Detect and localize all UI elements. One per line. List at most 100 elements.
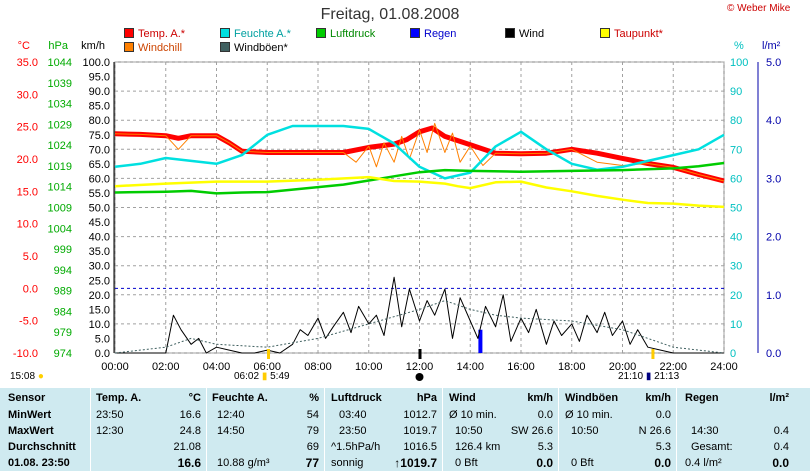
x-tick-label: 14:00 xyxy=(456,361,484,373)
legend-label: Regen xyxy=(424,28,457,40)
legend-label: Windchill xyxy=(138,42,183,54)
rain-max: 0.4 xyxy=(773,425,789,437)
humidity-max-time: 14:50 xyxy=(217,425,245,437)
gust-avg10-label: Ø 10 min. xyxy=(565,409,613,421)
info-sunset: 21:10 ▮ 21:13 xyxy=(618,371,679,382)
x-tick-label: 00:00 xyxy=(101,361,129,373)
wind-tick-label: 55.0 xyxy=(89,188,110,200)
gust-unit: km/h xyxy=(645,392,671,404)
humidity-current: 77 xyxy=(305,456,319,470)
pressure-avg: 1016.5 xyxy=(403,441,437,453)
legend-swatch xyxy=(220,42,230,52)
legend-swatch xyxy=(505,28,515,38)
pressure-tick-label: 1019 xyxy=(48,161,72,173)
wind-max: SW 26.6 xyxy=(510,425,553,437)
col-rain: Regen l/m² 14:30 0.4 Gesamt: 0.4 0.4 l/m… xyxy=(676,388,810,471)
stats-table: Sensor MinWert MaxWert Durchschnitt 01.0… xyxy=(0,388,810,471)
legend-label: Temp. A.* xyxy=(138,28,186,40)
x-tick-label: 22:00 xyxy=(659,361,687,373)
pressure-tick-label: 974 xyxy=(54,348,72,360)
series-line-feuchte-a- xyxy=(114,124,725,180)
col-temp: Temp. A. °C 23:50 16.6 12:30 24.8 21.08 … xyxy=(90,388,207,471)
humidity-tick-label: 50 xyxy=(730,203,742,215)
gust-current: 0.0 xyxy=(654,456,671,470)
sunrise-marker xyxy=(267,349,271,359)
wind-tick-label: 40.0 xyxy=(89,232,110,244)
pressure-tick-label: 1014 xyxy=(48,182,72,194)
noon-marker xyxy=(418,349,422,359)
temp-tick-label: 25.0 xyxy=(17,122,38,134)
moon-phase-icon xyxy=(415,373,424,381)
wind-tick-label: 80.0 xyxy=(89,115,110,127)
wind-tick-label: 25.0 xyxy=(89,275,110,287)
legend-swatch xyxy=(124,42,134,52)
sunrise-marker-icon: ▮ xyxy=(261,371,268,382)
temp-tick-label: -5.0 xyxy=(19,316,38,328)
legend-item: Wind xyxy=(505,28,544,40)
row-label-max: MaxWert xyxy=(8,425,54,437)
pressure-tick-label: 989 xyxy=(54,286,72,298)
humidity-tick-label: 30 xyxy=(730,261,742,273)
humidity-avg: 69 xyxy=(306,441,319,453)
row-label-current: 01.08. 23:50 xyxy=(8,457,70,469)
row-label-min: MinWert xyxy=(8,409,52,421)
humidity-tick-label: 100 xyxy=(730,57,748,69)
moon-marker-icon: ▮ xyxy=(645,371,652,382)
humidity-tick-label: 80 xyxy=(730,115,742,127)
pressure-tick-label: 999 xyxy=(54,244,72,256)
pressure-tick-label: 1004 xyxy=(48,223,72,235)
rain-tick-label: 4.0 xyxy=(766,115,781,127)
col-humidity: Feuchte A. % 12:40 54 14:50 79 69 10.88 … xyxy=(206,388,325,471)
rain-total-label: Gesamt: xyxy=(691,441,733,453)
temp-max-time: 12:30 xyxy=(96,425,124,437)
temp-unit: °C xyxy=(188,392,201,404)
legend-item: Regen xyxy=(410,28,456,40)
wind-tick-label: 5.0 xyxy=(95,333,110,345)
temp-tick-label: 30.0 xyxy=(17,89,38,101)
col-wind: Wind km/h Ø 10 min. 0.0 10:50 SW 26.6 12… xyxy=(442,388,559,471)
temp-tick-label: 10.0 xyxy=(17,219,38,231)
pressure-tick-label: 1044 xyxy=(48,57,72,69)
wind-tick-label: 10.0 xyxy=(89,319,110,331)
temp-min: 16.6 xyxy=(179,409,201,421)
sun-icon: ● xyxy=(37,371,44,382)
wind-tick-label: 60.0 xyxy=(89,173,110,185)
temp-unit-label: °C xyxy=(18,40,30,52)
wind-tick-label: 0.0 xyxy=(95,348,110,360)
gust-avg10: 0.0 xyxy=(655,409,671,421)
temp-avg: 21.08 xyxy=(173,441,201,453)
legend-item: Feuchte A.* xyxy=(220,28,291,40)
col-pressure: Luftdruck hPa 03:40 1012.7 23:50 1019.7 … xyxy=(324,388,443,471)
rain-header: Regen xyxy=(685,392,719,404)
legend-item: Luftdruck xyxy=(316,28,375,40)
sunrise-time: 06:02 xyxy=(234,371,260,382)
humidity-tick-label: 20 xyxy=(730,290,742,302)
humidity-min-time: 12:40 xyxy=(217,409,245,421)
rain-tick-label: 0.0 xyxy=(766,348,781,360)
wind-tick-label: 90.0 xyxy=(89,86,110,98)
humidity-abs: 10.88 g/m³ xyxy=(217,457,270,469)
legend-swatch xyxy=(316,28,326,38)
series-line-windb-en- xyxy=(114,300,725,354)
humidity-tick-label: 60 xyxy=(730,173,742,185)
pressure-min: 1012.7 xyxy=(403,409,437,421)
series-line-wind xyxy=(115,276,724,354)
temp-tick-label: -10.0 xyxy=(13,348,38,360)
col-gust: Windböen km/h Ø 10 min. 0.0 10:50 N 26.6… xyxy=(558,388,677,471)
pressure-unit-label: hPa xyxy=(48,40,68,52)
temp-min-time: 23:50 xyxy=(96,409,124,421)
temp-header: Temp. A. xyxy=(96,392,142,404)
legend-label: Windböen* xyxy=(234,42,288,54)
info-left: 15:08 ● xyxy=(10,371,44,382)
pressure-tick-label: 1009 xyxy=(48,203,72,215)
speed-unit-label: km/h xyxy=(81,40,105,52)
weather-chart: 35.0 30.0 25.0 20.0 15.0 10.0 5.0 0.0 -5.0 -10.0 1… xyxy=(13,40,781,381)
rain-max-time: 14:30 xyxy=(691,425,719,437)
legend-item: Temp. A.* xyxy=(124,28,185,40)
rain-current: 0.0 xyxy=(772,456,789,470)
wind-max-time: 10:50 xyxy=(455,425,483,437)
sunset-time-2: 21:13 xyxy=(654,371,680,382)
wind-avg10: 0.0 xyxy=(537,409,553,421)
x-tick-label: 08:00 xyxy=(304,361,332,373)
temp-tick-label: 15.0 xyxy=(17,186,38,198)
